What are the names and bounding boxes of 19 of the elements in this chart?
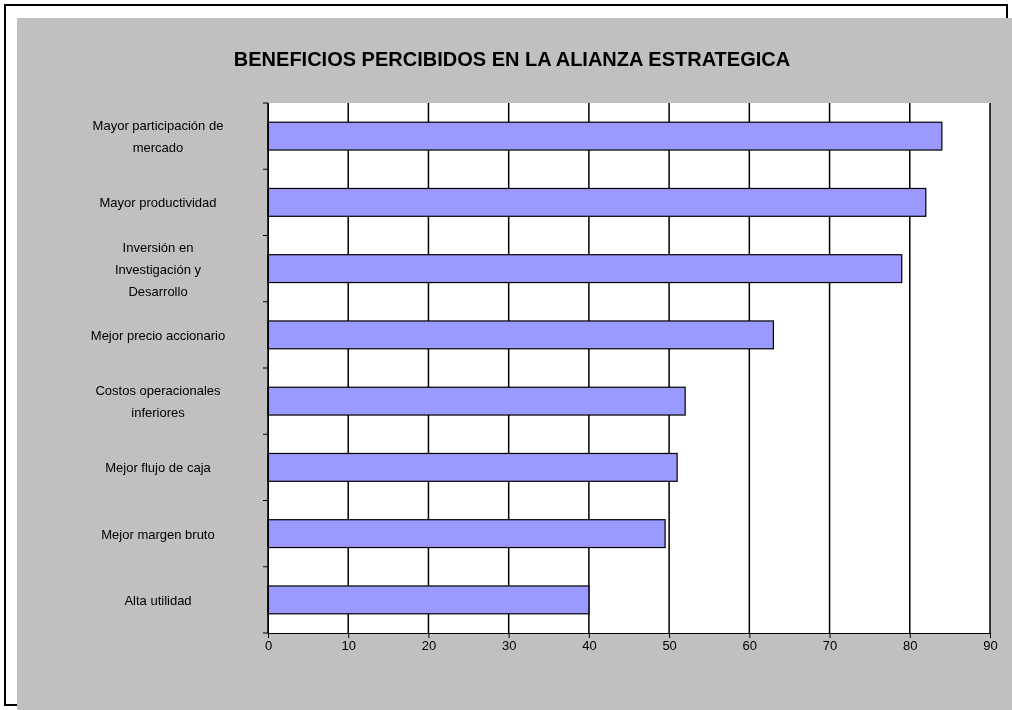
y-tick-label: Mayor participación de mercado [92,118,224,156]
x-tick-label: 10 [341,638,356,654]
x-tick-label: 70 [822,638,838,654]
x-tick-label: 20 [421,638,437,654]
x-tick-label: 90 [983,638,998,654]
x-tick-label: 40 [582,638,597,654]
y-tick-label: Mejor margen bruto [101,526,215,542]
y-tick-label: Mejor precio accionario [90,327,226,343]
y-tick-label: Inversión en Investigación y Desarrollo [115,239,202,299]
x-tick-label: 80 [903,638,918,654]
chart-title: BENEFICIOS PERCIBIDOS EN LA ALIANZA ESTRATEGICA [233,48,791,70]
y-tick-label: Alta utilidad [124,592,192,608]
y-tick-label: Mayor productividad [99,195,217,211]
y-tick-label: Mejor flujo de caja [105,460,212,476]
x-tick-label: 60 [742,638,758,654]
x-tick-label: 50 [662,638,677,654]
x-tick-label: 30 [501,638,517,654]
x-tick-label: 0 [264,638,273,654]
y-tick-label: Costos operacionales inferiores [95,383,221,421]
